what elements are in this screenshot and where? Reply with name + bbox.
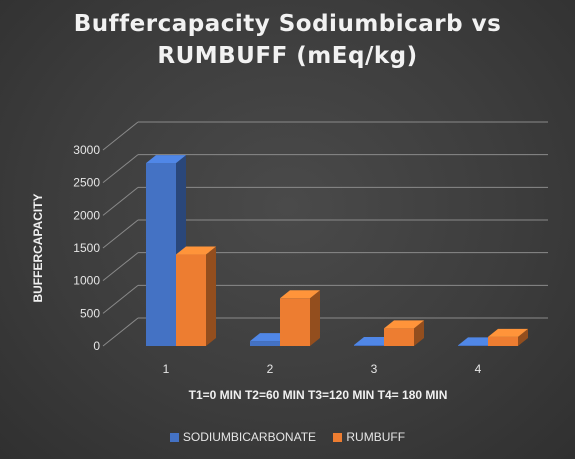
y-tick-label: 2500 [73, 176, 100, 190]
bar-front-face [458, 345, 488, 346]
y-tick-label: 2000 [73, 208, 100, 222]
bar-top-face [280, 290, 320, 299]
bar-side-face [414, 320, 424, 346]
x-tick-label: 2 [267, 362, 274, 376]
legend-label-rumbuff: RUMBUFF [346, 430, 406, 444]
legend-item-sodiumbicarbonate: SODIUMBICARBONATE [169, 430, 317, 444]
gridline-side-3 [102, 219, 139, 249]
bars [146, 155, 528, 346]
chart-title: Buffercapacity Sodiumbicarb vs RUMBUFF (… [0, 8, 575, 72]
chart-title-line-2: RUMBUFF (mEq/kg) [157, 43, 418, 69]
bar-front-face [250, 341, 280, 346]
chart-title-line-1: Buffercapacity Sodiumbicarb vs [73, 11, 502, 37]
legend-label-sodiumbicarbonate: SODIUMBICARBONATE [182, 430, 317, 444]
gridline-side-5 [102, 154, 139, 184]
legend: SODIUMBICARBONATE RUMBUFF [0, 430, 575, 445]
gridline-side-0 [102, 317, 139, 347]
bar-front-face [176, 254, 206, 346]
y-tick-label: 1500 [73, 241, 100, 255]
x-tick-label: 1 [163, 362, 170, 376]
bar-side-face [206, 246, 216, 346]
bar-side-face [518, 328, 528, 346]
x-tick-labels: 1 2 3 4 [163, 362, 482, 376]
y-tick-label: 0 [93, 339, 100, 353]
legend-swatch-rumbuff [333, 432, 343, 442]
gridline-side-4 [102, 186, 139, 216]
bar-rumbuff-4 [488, 328, 528, 346]
bar-rumbuff-1 [176, 246, 216, 346]
bar-top-face [488, 328, 528, 337]
y-tick-labels: 0 500 1000 1500 2000 2500 3000 [73, 143, 100, 353]
bar-front-face [280, 298, 310, 346]
y-tick-label: 500 [80, 306, 100, 320]
bar-rumbuff-3 [384, 320, 424, 346]
bar-front-face [488, 336, 518, 346]
bar-top-face [384, 320, 424, 329]
y-tick-label: 3000 [73, 143, 100, 157]
y-axis-title: BUFFERCAPACITY [31, 193, 45, 302]
x-axis-title: T1=0 MIN T2=60 MIN T3=120 MIN T4= 180 MI… [189, 388, 448, 402]
gridline-side-2 [102, 252, 139, 282]
legend-item-rumbuff: RUMBUFF [333, 430, 405, 444]
gridline-side-1 [102, 284, 139, 314]
gridline-side-6 [102, 121, 139, 151]
bar-side-face [310, 290, 320, 346]
bar-top-face [146, 155, 186, 164]
bar-front-face [384, 328, 414, 346]
x-tick-label: 4 [475, 362, 482, 376]
bar-top-face [176, 246, 216, 255]
bar-front-face [354, 345, 384, 346]
x-tick-label: 3 [371, 362, 378, 376]
legend-swatch-sodiumbicarbonate [169, 432, 179, 442]
bar-front-face [146, 163, 176, 346]
y-tick-label: 1000 [73, 274, 100, 288]
bar-rumbuff-2 [280, 290, 320, 346]
